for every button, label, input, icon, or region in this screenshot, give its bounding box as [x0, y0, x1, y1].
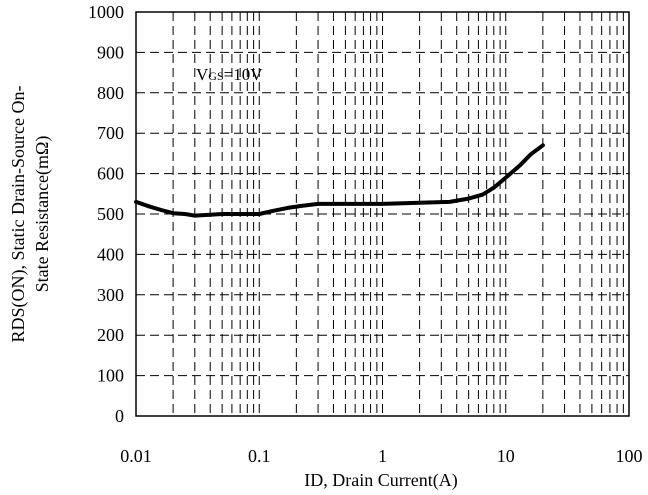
series-layer	[134, 143, 545, 218]
annotation-vgs: VGS=10V	[196, 65, 263, 84]
plot-area	[135, 11, 630, 417]
y-axis-label-line-2: State Resistance(mΩ)	[32, 136, 53, 293]
y-axis-ticks: 0 100 200 300 400 500 600 700 800 900 1000	[88, 2, 124, 426]
y-tick-label: 700	[97, 123, 124, 143]
grid	[136, 12, 629, 416]
x-tick-label: 10	[497, 446, 515, 466]
x-axis-ticks: 0.01 0.1 1 10 100	[120, 446, 642, 466]
series-line-rdson	[134, 143, 545, 218]
y-tick-label: 900	[97, 42, 124, 62]
y-axis-label-line-1: RDS(ON), Static Drain-Source On-	[8, 86, 29, 343]
annotation-main: V	[196, 65, 209, 84]
annotation-rest: =10V	[224, 65, 264, 84]
y-tick-label: 400	[97, 244, 124, 264]
y-tick-label: 200	[97, 325, 124, 345]
x-tick-label: 100	[616, 446, 643, 466]
y-tick-label: 800	[97, 83, 124, 103]
y-tick-label: 100	[97, 366, 124, 386]
y-tick-label: 600	[97, 164, 124, 184]
x-tick-label: 0.1	[248, 446, 271, 466]
y-tick-label: 500	[97, 204, 124, 224]
x-axis-label: ID, Drain Current(A)	[304, 470, 457, 491]
y-tick-label: 1000	[88, 2, 124, 22]
x-tick-label: 0.01	[120, 446, 152, 466]
y-tick-label: 0	[115, 406, 124, 426]
annotation-sub: GS	[208, 69, 223, 83]
x-tick-label: 1	[378, 446, 387, 466]
y-tick-label: 300	[97, 285, 124, 305]
